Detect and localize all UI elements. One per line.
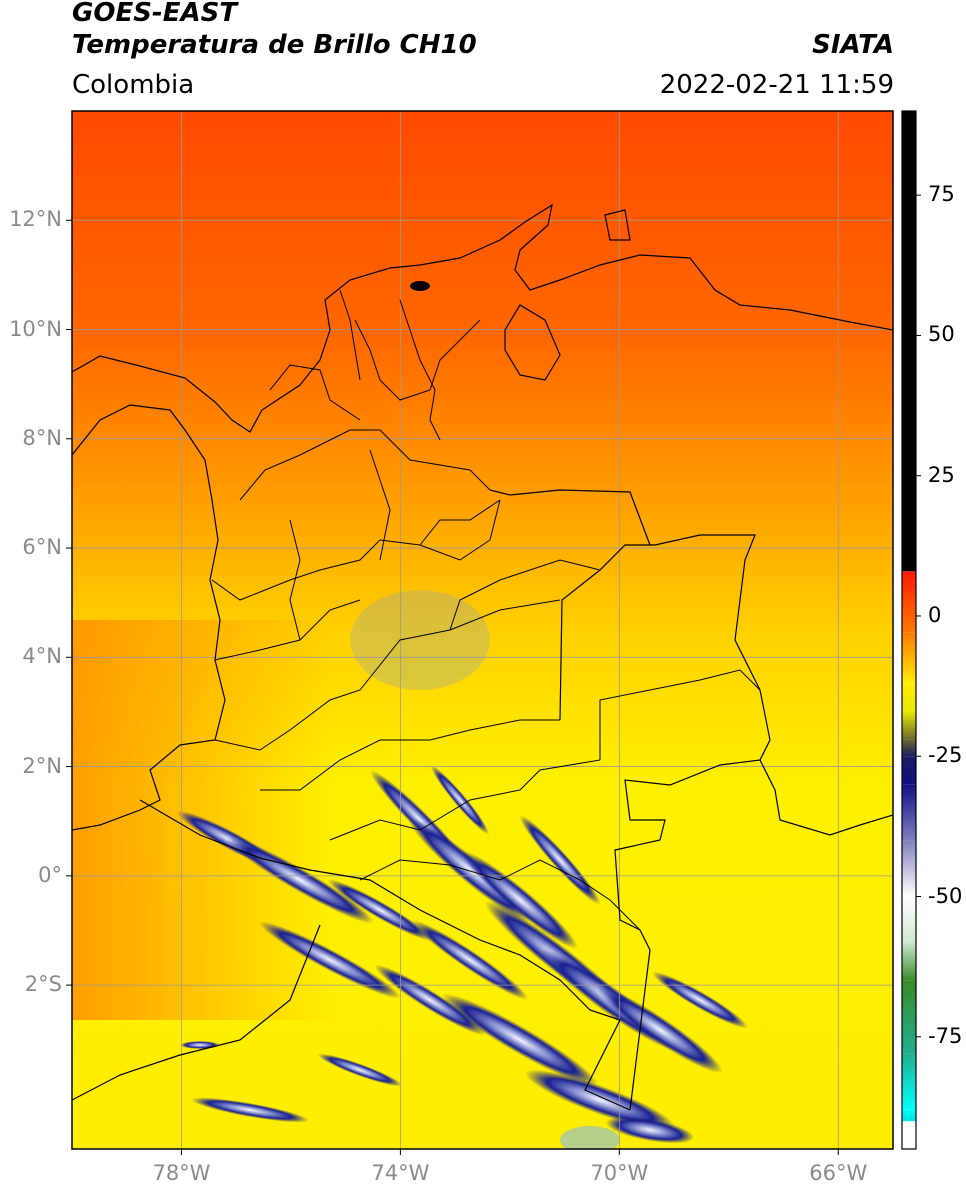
colorbar-segment — [902, 739, 916, 757]
cloud-band — [176, 590, 748, 1149]
colorbar-segment — [902, 756, 916, 785]
colorbar-tick-label: 50 — [928, 322, 955, 347]
product-title: Temperatura de Brillo CH10 — [72, 30, 477, 60]
colorbar-segment — [902, 896, 916, 942]
cloud-streak — [411, 920, 529, 1000]
cloud-streak — [605, 1116, 695, 1144]
map-field — [72, 111, 893, 1149]
timestamp-label: 2022-02-21 11:59 — [659, 70, 894, 100]
colorbar-segment — [902, 784, 916, 841]
colorbar — [902, 111, 916, 1149]
andes-haze — [350, 590, 490, 690]
colorbar-segment — [902, 111, 916, 572]
lat-tick-label: 12°N — [9, 207, 62, 232]
colorbar-tick-label: 0 — [928, 602, 942, 627]
lat-tick-label: 2°S — [24, 972, 62, 997]
gridlines — [72, 111, 893, 1149]
cloud-streak — [597, 986, 723, 1074]
lat-tick-label: 10°N — [9, 316, 62, 341]
colorbar-segment — [902, 632, 916, 684]
lat-ticks — [66, 219, 72, 986]
cloud-streak — [327, 879, 433, 941]
lon-tick-label: 74°W — [371, 1161, 430, 1185]
colorbar-segment — [902, 571, 916, 633]
region-label: Colombia — [72, 70, 195, 100]
colorbar-tick-label: -25 — [928, 743, 963, 768]
colorbar-frame — [901, 110, 917, 1150]
colorbar-segment — [902, 711, 916, 740]
lat-tick-label: 2°N — [22, 753, 62, 778]
cloud-streak — [430, 765, 490, 835]
lon-tick-label: 78°W — [152, 1161, 211, 1185]
colorbar-segment — [902, 840, 916, 897]
lat-tick-label: 4°N — [22, 644, 62, 669]
colorbar-tick-label: 25 — [928, 462, 955, 487]
satellite-title: GOES-EAST — [72, 0, 238, 28]
department-borders — [211, 289, 761, 931]
lat-tick-label: 6°N — [22, 535, 62, 560]
cold-cloud-core — [560, 1126, 620, 1149]
colorbar-segment — [902, 1053, 916, 1110]
map-frame — [71, 110, 894, 1150]
cloud-streak — [519, 815, 601, 905]
cloud-streak — [374, 964, 486, 1036]
colorbar-segment — [902, 1120, 916, 1122]
colorbar-segment — [902, 1109, 916, 1121]
colorbar-ticks — [916, 194, 921, 1038]
lon-tick-label: 66°W — [809, 1161, 868, 1185]
lat-tick-label: 0° — [38, 862, 62, 887]
lon-tick-label: 70°W — [590, 1161, 649, 1185]
agency-label: SIATA — [812, 30, 894, 60]
cloud-streak — [441, 993, 599, 1087]
lat-tick-label: 8°N — [22, 425, 62, 450]
cloud-streak — [524, 1069, 676, 1131]
colorbar-segment — [902, 571, 916, 572]
colorbar-tick-label: -75 — [928, 1023, 963, 1048]
colorbar-tick-label: 75 — [928, 182, 955, 207]
cloud-streak — [259, 921, 401, 999]
lon-ticks — [180, 1149, 839, 1155]
colorbar-segment — [902, 941, 916, 981]
colorbar-segment — [902, 1121, 916, 1149]
cloud-streak — [190, 1097, 310, 1123]
cloud-streak — [652, 971, 748, 1029]
colorbar-segment — [902, 980, 916, 1054]
hot-spot — [410, 281, 430, 291]
colorbar-segment — [902, 683, 916, 712]
cloud-streak — [180, 1041, 220, 1049]
colorbar-tick-label: -50 — [928, 883, 963, 908]
cloud-streak — [317, 1053, 403, 1087]
